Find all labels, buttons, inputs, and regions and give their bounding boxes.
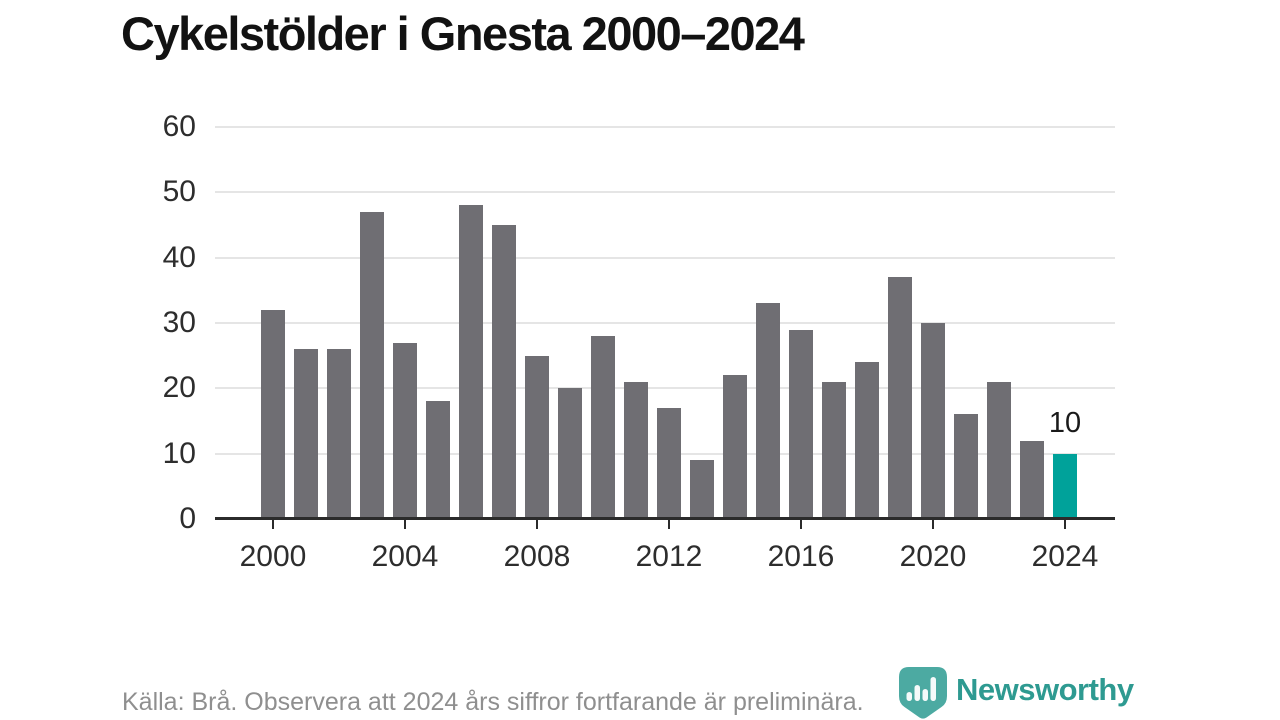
x-axis-tick-label-2004: 2004: [371, 540, 439, 573]
bar-2019: [888, 277, 912, 519]
x-axis-tick-2004: [404, 520, 406, 529]
y-axis-tick-label-0: 0: [179, 502, 196, 535]
newsworthy-pin-barchart-icon: [899, 667, 947, 719]
gridline-50: [215, 191, 1115, 194]
gridline-30: [215, 322, 1115, 324]
bar-2017: [822, 381, 846, 519]
bar-2013: [690, 460, 714, 519]
bar-2018: [855, 362, 879, 519]
y-axis-tick-label-40: 40: [162, 240, 196, 274]
highlighted-bar-value-label: 10: [1048, 406, 1082, 439]
x-axis-tick-label-2016: 2016: [767, 540, 835, 573]
x-axis-tick-2016: [800, 520, 802, 529]
y-axis-tick-label-50: 50: [162, 175, 196, 209]
bar-2020: [921, 323, 945, 519]
y-axis-tick-label-10: 10: [162, 436, 196, 470]
bar-2014: [723, 375, 747, 519]
bar-2010: [591, 336, 615, 519]
bar-2002: [327, 349, 351, 519]
source-note: Källa: Brå. Observera att 2024 års siffr…: [122, 688, 864, 716]
bar-2006: [459, 205, 483, 519]
x-axis-tick-2024: [1064, 520, 1066, 529]
x-axis-tick-2000: [272, 520, 274, 529]
newsworthy-logo: Newsworthy: [898, 666, 1134, 720]
x-axis-tick-label-2020: 2020: [899, 540, 967, 573]
y-axis-tick-label-30: 30: [162, 306, 196, 339]
bar-2001: [294, 349, 318, 519]
bar-2003: [360, 211, 384, 519]
bar-2004: [393, 342, 417, 519]
x-axis-line: [215, 517, 1115, 520]
x-axis-tick-label-2024: 2024: [1031, 540, 1099, 573]
bar-2005: [426, 401, 450, 519]
bar-2023: [1020, 440, 1044, 519]
newsworthy-logo-text: Newsworthy: [956, 672, 1134, 707]
gridline-20: [215, 387, 1115, 390]
y-axis-tick-label-60: 60: [162, 110, 196, 143]
chart-title: Cykelstölder i Gnesta 2000–2024: [121, 7, 805, 60]
bar-2012: [657, 407, 681, 519]
bar-2022: [987, 381, 1011, 519]
bar-2000: [261, 309, 285, 519]
x-axis-tick-2012: [668, 520, 670, 529]
bar-2021: [954, 414, 978, 519]
x-axis-tick-label-2000: 2000: [239, 540, 307, 573]
bar-chart-plot-area: 0 10 20 30 40 50 60 10 2000 2004 2008 2012 2016 2020 2…: [163, 112, 1115, 573]
bar-2024: [1053, 453, 1077, 519]
y-axis-tick-label-20: 20: [162, 371, 196, 405]
bar-2015: [756, 303, 780, 519]
bar-2011: [624, 381, 648, 519]
x-axis-tick-label-2012: 2012: [635, 540, 703, 573]
x-axis-tick-label-2008: 2008: [503, 540, 571, 573]
gridline-40: [215, 256, 1115, 259]
gridline-60: [215, 126, 1115, 128]
bar-2009: [558, 388, 582, 519]
bar-2008: [525, 355, 549, 519]
bar-2016: [789, 329, 813, 519]
bar-2007: [492, 225, 516, 519]
x-axis-tick-2008: [536, 520, 538, 529]
x-axis-tick-2020: [932, 520, 934, 529]
